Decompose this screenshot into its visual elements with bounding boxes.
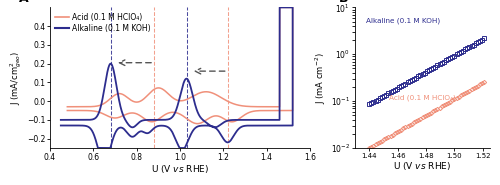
Y-axis label: J (mA/cm$^2_{geo}$): J (mA/cm$^2_{geo}$): [8, 51, 24, 105]
Text: Acid (0.1 M HClO₄): Acid (0.1 M HClO₄): [389, 95, 456, 101]
Text: Alkaline (0.1 M KOH): Alkaline (0.1 M KOH): [366, 17, 440, 24]
Text: A: A: [19, 0, 28, 5]
X-axis label: U (V $vs$ RHE): U (V $vs$ RHE): [151, 163, 209, 175]
Text: B: B: [339, 0, 348, 5]
Y-axis label: J (mA cm$^{-2}$): J (mA cm$^{-2}$): [314, 52, 328, 103]
X-axis label: U (V $vs$ RHE): U (V $vs$ RHE): [394, 160, 452, 172]
Legend: Acid (0.1 M HClO₄), Alkaline (0.1 M KOH): Acid (0.1 M HClO₄), Alkaline (0.1 M KOH): [54, 11, 152, 34]
